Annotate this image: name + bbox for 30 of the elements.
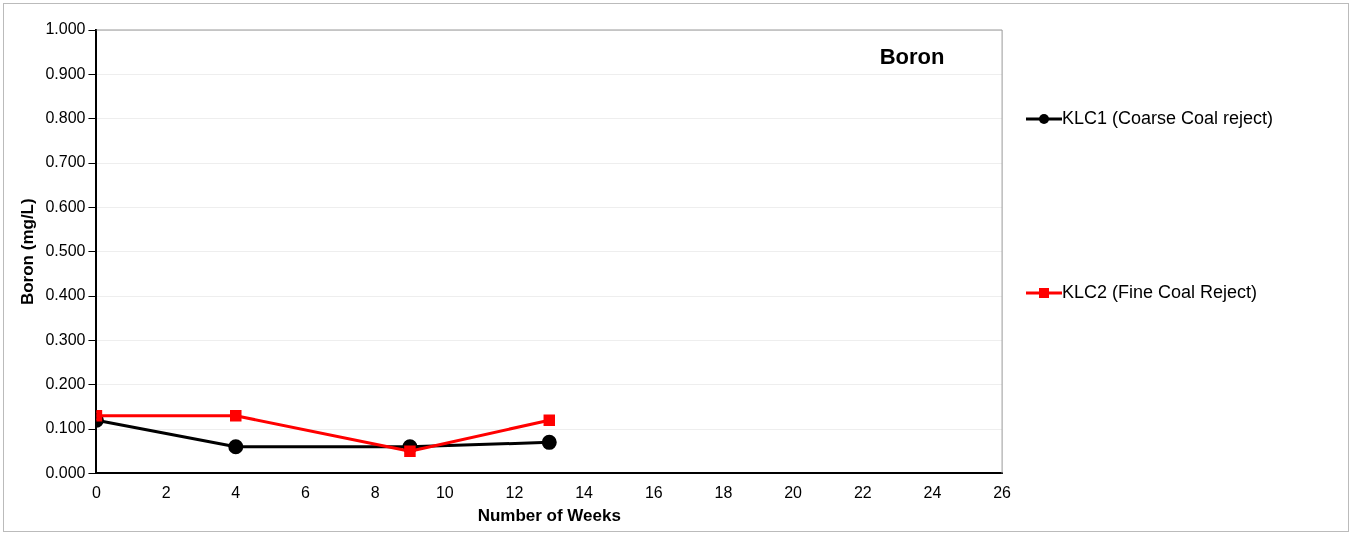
- x-tick-label: 6: [300, 484, 310, 502]
- x-tick-label: 20: [784, 484, 803, 502]
- x-tick-label: 12: [505, 484, 524, 502]
- x-tick-label: 18: [714, 484, 733, 502]
- x-tick-label: 26: [993, 484, 1012, 502]
- y-tick-label: 0.000: [45, 463, 86, 481]
- x-tick-label: 0: [91, 484, 101, 502]
- text: Boron: [879, 44, 945, 70]
- x-tick-label: 22: [853, 484, 872, 502]
- y-tick-label: 0.500: [45, 242, 86, 260]
- x-tick-label: 16: [644, 484, 663, 502]
- y-tick-label: 0.600: [45, 197, 86, 215]
- x-tick-label: 2: [161, 484, 171, 502]
- x-tick-label: 10: [435, 484, 454, 502]
- y-tick-label: 0.400: [45, 286, 86, 304]
- y-tick-label: 0.800: [45, 109, 86, 127]
- x-tick-label: 14: [575, 484, 594, 502]
- y-tick-label: 0.900: [45, 64, 86, 82]
- y-axis-title: Boron (mg/L): [17, 198, 37, 306]
- x-tick-label: 8: [370, 484, 380, 502]
- y-tick-label: 0.300: [45, 330, 86, 348]
- legend-label: KLC2 (Fine Coal Reject): [1062, 282, 1258, 303]
- y-tick-label: 0.700: [45, 153, 86, 171]
- x-tick-label: 4: [231, 484, 241, 502]
- y-tick-label: 0.100: [45, 419, 86, 437]
- x-axis-title: Number of Weeks: [477, 506, 621, 526]
- legend-label: KLC1 (Coarse Coal reject): [1062, 108, 1274, 129]
- y-tick-label: 1.000: [45, 20, 86, 38]
- y-tick-label: 0.200: [45, 375, 86, 393]
- x-tick-label: 24: [923, 484, 942, 502]
